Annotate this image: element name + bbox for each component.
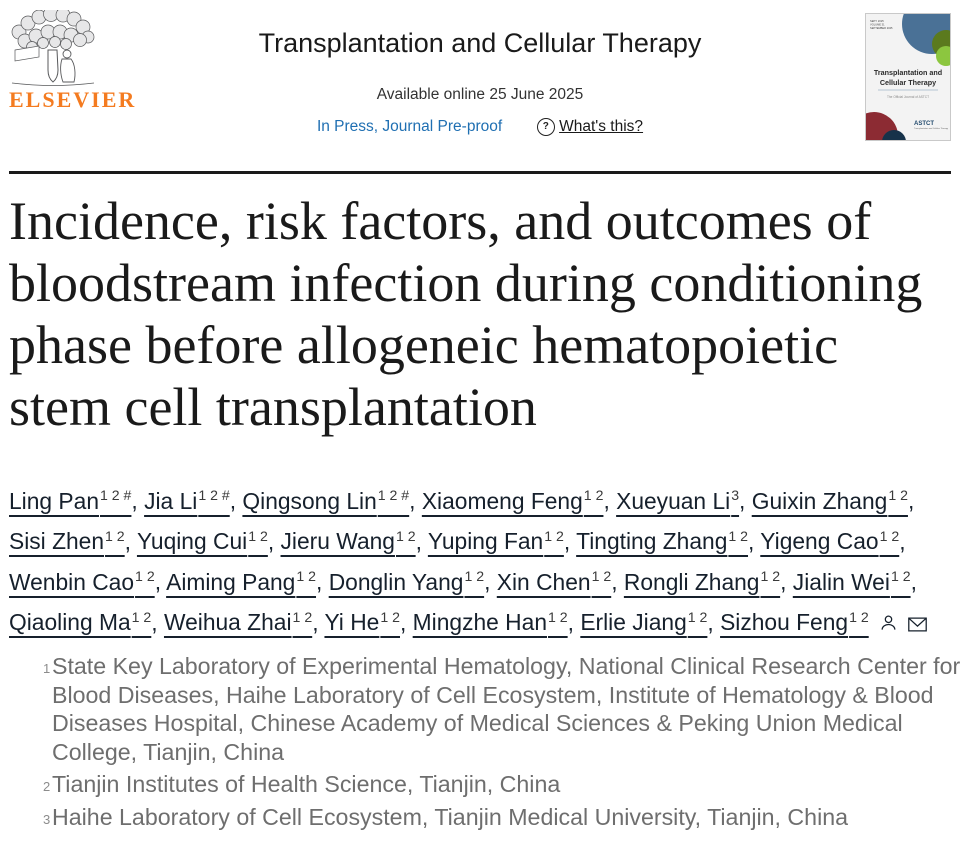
svg-text:ASTCT: ASTCT (914, 121, 934, 127)
svg-text:The Official Journal of ASTCT: The Official Journal of ASTCT (887, 95, 929, 99)
svg-text:SEPT. 2025: SEPT. 2025 (870, 19, 884, 23)
svg-text:Transplantation and Cellular T: Transplantation and Cellular Therapy (914, 127, 949, 130)
svg-text:Transplantation and: Transplantation and (874, 68, 942, 77)
svg-text:VOLUME 31: VOLUME 31 (870, 23, 885, 27)
svg-text:SEPTEMBER 2025: SEPTEMBER 2025 (870, 26, 893, 30)
svg-text:Cellular Therapy: Cellular Therapy (880, 78, 936, 87)
